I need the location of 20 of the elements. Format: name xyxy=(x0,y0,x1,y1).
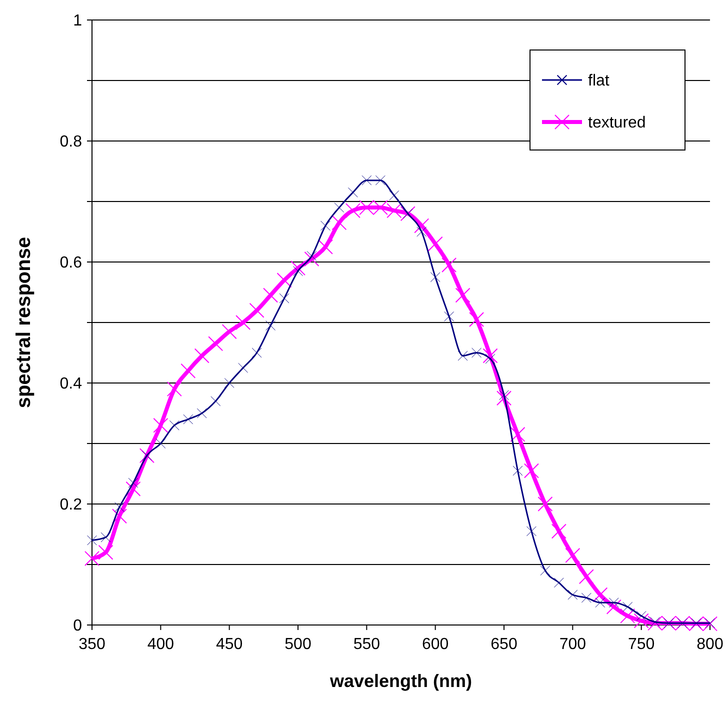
x-tick-label: 550 xyxy=(353,636,380,653)
x-tick-label: 650 xyxy=(490,636,518,653)
x-tick-label: 600 xyxy=(422,636,449,653)
y-tick-label: 1 xyxy=(73,12,82,30)
x-tick-label: 750 xyxy=(628,636,655,653)
x-tick-label: 450 xyxy=(216,636,243,653)
y-axis-title: spectral response xyxy=(13,236,35,408)
x-tick-label: 400 xyxy=(147,636,174,653)
legend-label: flat xyxy=(588,72,610,90)
x-tick-label: 800 xyxy=(696,636,724,653)
y-tick-label: 0.2 xyxy=(60,496,82,514)
y-tick-label: 0.8 xyxy=(60,134,82,151)
y-tick-label: 0.6 xyxy=(60,254,82,272)
x-axis-title: wavelength (nm) xyxy=(328,671,472,691)
y-tick-label: 0 xyxy=(73,618,82,635)
x-tick-label: 500 xyxy=(284,636,312,653)
x-tick-label: 350 xyxy=(78,636,106,653)
y-tick-label: 0.4 xyxy=(60,376,82,393)
legend-label: textured xyxy=(588,114,646,132)
x-tick-label: 700 xyxy=(559,636,586,653)
